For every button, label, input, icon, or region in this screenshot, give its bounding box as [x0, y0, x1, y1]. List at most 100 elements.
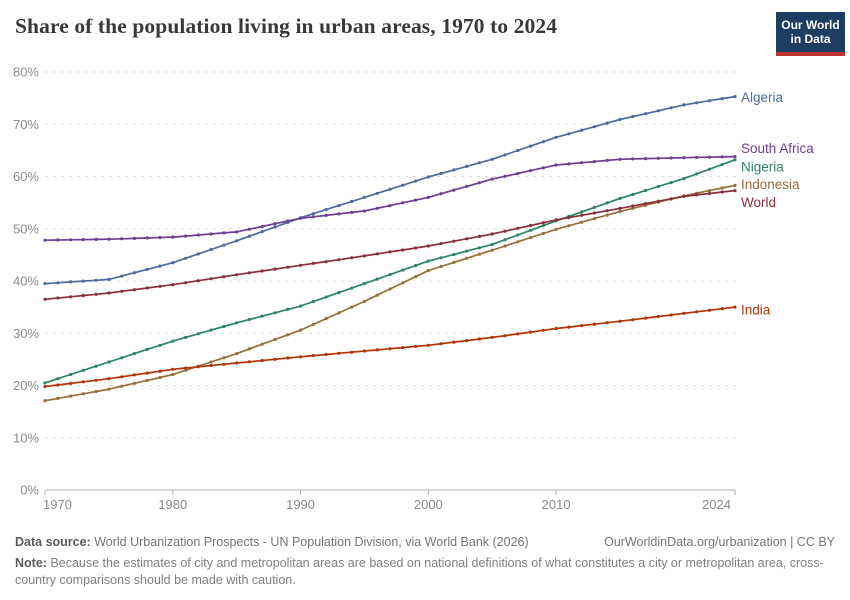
series-marker-indonesia — [69, 394, 73, 398]
series-marker-world — [592, 211, 597, 215]
series-marker-south-africa — [107, 237, 111, 241]
y-tick-label-70: 70% — [13, 117, 39, 132]
series-marker-world — [669, 197, 673, 201]
series-marker-algeria — [618, 117, 622, 122]
series-marker-algeria — [452, 168, 456, 172]
series-marker-world — [222, 275, 226, 279]
series-marker-south-africa — [311, 215, 315, 219]
series-marker-world — [682, 194, 686, 198]
series-marker-nigeria — [171, 339, 175, 343]
series-marker-nigeria — [631, 192, 635, 197]
series-marker-nigeria — [401, 268, 405, 272]
series-marker-algeria — [414, 179, 418, 183]
series-marker-indonesia — [81, 392, 85, 396]
series-marker-world — [567, 216, 571, 220]
series-marker-algeria — [273, 225, 277, 229]
series-marker-south-africa — [682, 156, 686, 160]
series-marker-indonesia — [465, 256, 469, 260]
series-marker-south-africa — [235, 230, 239, 234]
series-marker-algeria — [43, 282, 47, 286]
series-marker-algeria — [145, 267, 149, 271]
series-marker-indonesia — [388, 287, 392, 291]
series-marker-south-africa — [273, 222, 277, 226]
series-marker-nigeria — [145, 347, 149, 351]
series-marker-world — [362, 254, 366, 258]
source-link[interactable]: OurWorldinData.org/urbanization | CC BY — [604, 535, 835, 549]
series-marker-nigeria — [56, 377, 60, 381]
series-marker-nigeria — [132, 352, 136, 356]
series-marker-india — [541, 328, 545, 332]
series-label-south-africa[interactable]: South Africa — [741, 141, 814, 156]
series-marker-algeria — [592, 125, 597, 129]
series-marker-india — [94, 378, 98, 382]
series-marker-world — [299, 263, 303, 267]
series-marker-south-africa — [605, 158, 609, 162]
series-marker-india — [695, 310, 699, 314]
series-marker-india — [682, 311, 686, 315]
series-marker-world — [541, 221, 545, 225]
owid-logo[interactable]: Our World in Data — [776, 12, 845, 56]
series-marker-world — [120, 289, 124, 293]
series-marker-world — [439, 242, 443, 246]
series-label-algeria[interactable]: Algeria — [741, 90, 784, 105]
series-marker-algeria — [541, 140, 545, 144]
series-marker-indonesia — [120, 384, 124, 388]
series-marker-south-africa — [132, 236, 136, 240]
series-marker-india — [81, 380, 85, 384]
series-marker-algeria — [209, 247, 213, 252]
series-marker-algeria — [337, 204, 341, 208]
series-marker-algeria — [669, 106, 673, 110]
series-label-nigeria[interactable]: Nigeria — [741, 159, 784, 174]
series-marker-world — [273, 267, 277, 271]
series-marker-indonesia — [605, 213, 609, 217]
series-label-india[interactable]: India — [741, 303, 771, 318]
x-tick-label-1970: 1970 — [43, 497, 72, 512]
series-marker-indonesia — [477, 252, 481, 256]
series-marker-algeria — [120, 274, 124, 278]
series-line-south-africa[interactable] — [44, 155, 736, 242]
series-marker-south-africa — [644, 157, 648, 161]
series-marker-south-africa — [69, 238, 73, 242]
series-marker-nigeria — [592, 205, 597, 209]
series-marker-algeria — [720, 97, 724, 101]
series-marker-south-africa — [503, 174, 507, 178]
series-marker-south-africa — [516, 171, 520, 176]
series-marker-nigeria — [337, 291, 341, 295]
series-marker-south-africa — [350, 210, 354, 214]
series-marker-india — [69, 381, 73, 385]
series-marker-algeria — [247, 234, 251, 238]
series-marker-indonesia — [375, 293, 379, 297]
series-marker-south-africa — [43, 238, 47, 242]
series-marker-algeria — [69, 280, 73, 284]
series-marker-indonesia — [631, 206, 635, 210]
series-marker-india — [311, 354, 315, 358]
line-chart[interactable]: 0% 10% 20% 30% 40% 50% 60% 70% 80% 1970 1980 1990 20… — [0, 58, 850, 533]
series-marker-south-africa — [695, 155, 699, 159]
series-marker-algeria — [503, 153, 507, 157]
series-marker-india — [414, 344, 418, 348]
series-marker-nigeria — [222, 324, 226, 329]
series-marker-india — [362, 349, 366, 353]
series-marker-india — [273, 357, 277, 361]
series-marker-indonesia — [567, 224, 571, 228]
series-marker-algeria — [580, 128, 584, 132]
series-label-indonesia[interactable]: Indonesia — [741, 177, 800, 192]
series-marker-nigeria — [375, 277, 379, 281]
series-marker-india — [260, 358, 264, 363]
series-marker-south-africa — [286, 219, 290, 223]
series-marker-world — [631, 204, 635, 208]
series-marker-algeria — [324, 208, 328, 212]
series-marker-india — [452, 340, 456, 344]
series-marker-south-africa — [401, 201, 405, 205]
series-marker-algeria — [260, 230, 264, 234]
series-marker-algeria — [477, 161, 481, 165]
series-marker-world — [235, 273, 239, 277]
series-marker-algeria — [350, 199, 354, 204]
series-marker-nigeria — [209, 328, 213, 332]
series-marker-india — [235, 361, 239, 365]
series-line-indonesia[interactable] — [44, 184, 736, 402]
series-marker-world — [184, 281, 188, 285]
series-marker-india — [337, 351, 341, 355]
series-marker-world — [529, 223, 533, 228]
series-label-world[interactable]: World — [741, 195, 776, 210]
